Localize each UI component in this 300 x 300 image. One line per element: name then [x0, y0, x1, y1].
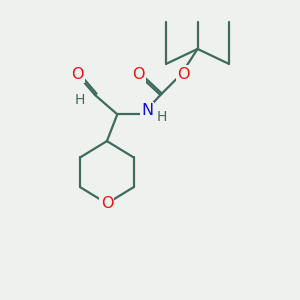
Text: O: O	[71, 67, 83, 82]
Text: O: O	[101, 196, 113, 211]
Text: H: H	[74, 93, 85, 107]
Text: N: N	[141, 103, 153, 118]
Text: O: O	[132, 67, 144, 82]
Text: O: O	[177, 67, 190, 82]
Text: H: H	[157, 110, 167, 124]
